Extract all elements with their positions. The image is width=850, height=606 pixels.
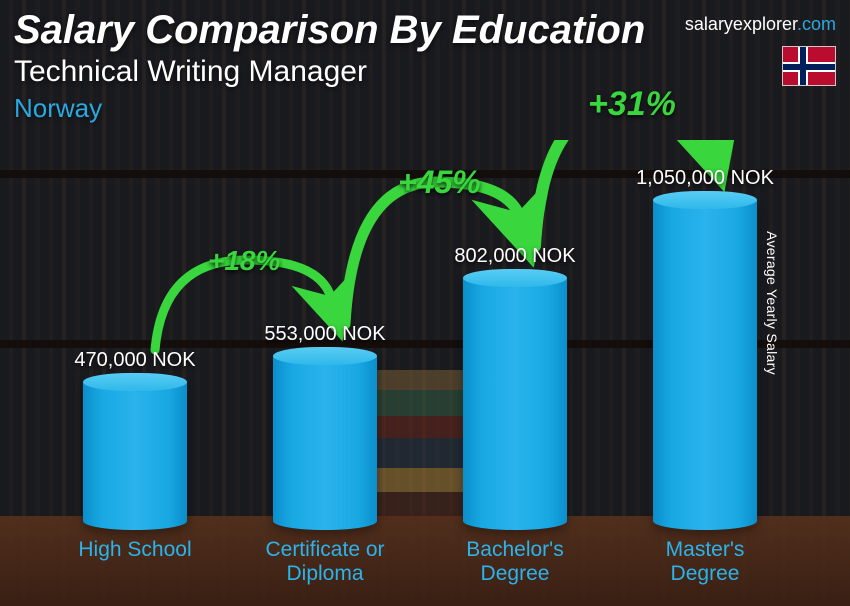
pct-increase-label: +45% (398, 164, 481, 201)
brand-tld: .com (797, 14, 836, 34)
xlabel: Certificate orDiploma (241, 538, 408, 586)
bar-1: 553,000 NOK (241, 323, 408, 530)
pct-increase-label: +31% (588, 85, 676, 124)
bar-value-label: 1,050,000 NOK (636, 167, 774, 190)
bar-value-label: 470,000 NOK (74, 349, 195, 372)
bar-0: 470,000 NOK (51, 349, 218, 530)
bar-value-label: 553,000 NOK (264, 323, 385, 346)
bar-3: 1,050,000 NOK (621, 167, 788, 530)
subtitle: Technical Writing Manager (14, 55, 836, 89)
bar-2: 802,000 NOK (431, 245, 598, 530)
pct-increase-label: +18% (208, 245, 280, 277)
country-label: Norway (14, 93, 836, 124)
xaxis-labels: High School Certificate orDiploma Bachelor… (40, 538, 800, 586)
bar-shape (463, 278, 567, 530)
bar-shape (653, 200, 757, 530)
bar-shape (273, 356, 377, 530)
brand-name: salaryexplorer (685, 14, 797, 34)
brand: salaryexplorer.com (685, 14, 836, 35)
xlabel: Bachelor'sDegree (431, 538, 598, 586)
salary-chart: 470,000 NOK 553,000 NOK 802,000 NOK 1,050,0… (40, 140, 800, 586)
xlabel: High School (51, 538, 218, 586)
bar-shape (83, 382, 187, 530)
xlabel: Master'sDegree (621, 538, 788, 586)
bar-value-label: 802,000 NOK (454, 245, 575, 268)
flag-norway-icon (782, 46, 836, 86)
